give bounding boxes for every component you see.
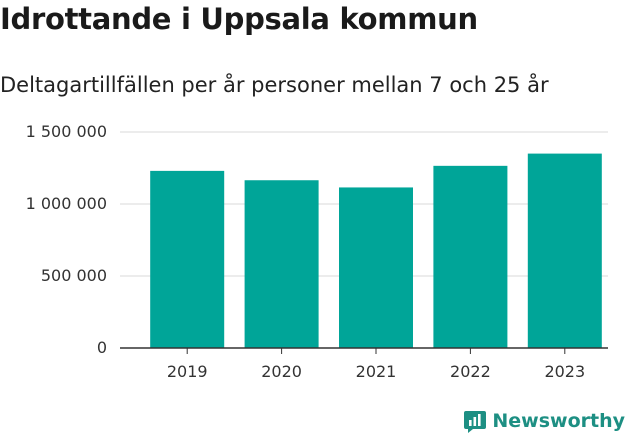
bar bbox=[527, 153, 602, 348]
bar bbox=[433, 165, 508, 348]
bar bbox=[244, 180, 319, 348]
chart-title: Idrottande i Uppsala kommun bbox=[0, 2, 478, 36]
bar bbox=[150, 170, 225, 348]
brand-name: Newsworthy bbox=[492, 410, 625, 432]
y-tick-label: 500 000 bbox=[41, 266, 107, 285]
y-tick-label: 1 000 000 bbox=[26, 194, 107, 213]
newsworthy-logo-icon bbox=[464, 411, 487, 433]
x-tick-label: 2019 bbox=[167, 362, 208, 381]
bar bbox=[339, 187, 413, 348]
chart-subtitle: Deltagartillfällen per år personer mella… bbox=[0, 73, 549, 97]
x-tick-label: 2020 bbox=[261, 362, 302, 381]
x-tick-label: 2022 bbox=[450, 362, 491, 381]
y-tick-label: 1 500 000 bbox=[26, 122, 107, 141]
x-tick-label: 2021 bbox=[356, 362, 397, 381]
y-tick-label: 0 bbox=[97, 338, 107, 357]
x-tick-label: 2023 bbox=[544, 362, 585, 381]
brand-logo: Newsworthy bbox=[463, 409, 625, 433]
